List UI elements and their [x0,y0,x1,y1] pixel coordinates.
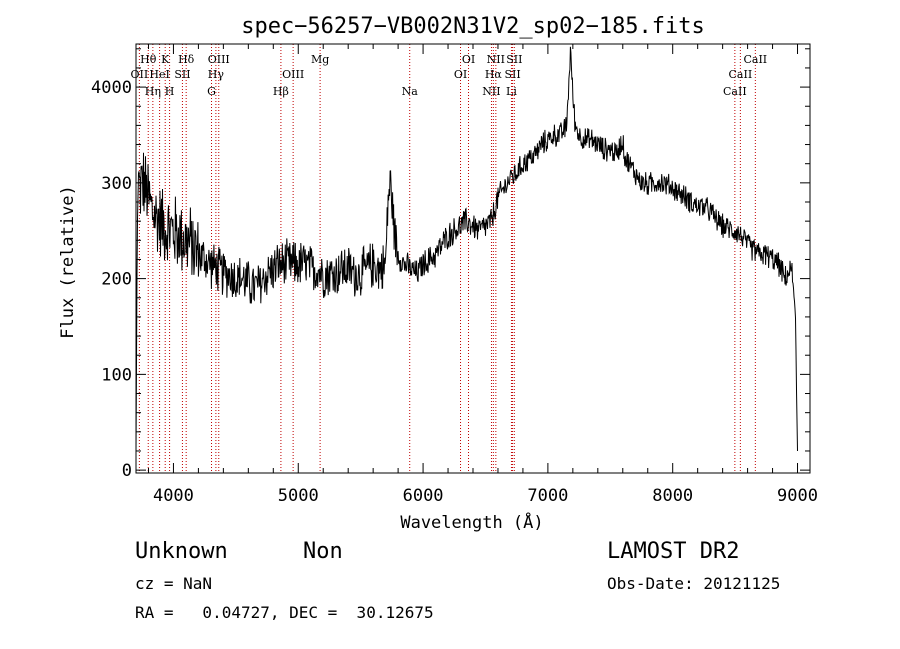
line-label-25: CaII [723,85,747,98]
line-label-21: SII [504,68,520,81]
x-tick-label: 7000 [527,486,568,506]
redshift-text: cz = NaN [135,574,213,593]
line-label-12: OIII [282,68,304,81]
y-axis-label: Flux (relative) [58,185,78,339]
line-label-1: OII [131,68,149,81]
x-tick-label: 8000 [652,486,693,506]
spectrum-line [135,46,798,452]
line-label-13: Mg [311,53,329,66]
line-label-6: Hδ [178,53,195,66]
y-tick-label: 4000 [91,78,132,98]
line-label-4: HeI [149,68,169,81]
x-tick-label: 5000 [278,486,319,506]
line-label-3: K [161,53,170,66]
line-label-15: OI [462,53,475,66]
line-label-5: H [165,85,175,98]
plot-frame [135,43,811,474]
line-label-24: CaII [729,68,753,81]
line-label-17: NII [487,53,505,66]
line-label-19: NII [482,85,500,98]
line-label-0: Hθ [140,53,157,66]
line-label-7: SII [174,68,190,81]
y-axis-ticks: 0 100 200 300 4000 [91,48,810,481]
emission-line-markers [138,44,756,473]
y-tick-label: 300 [101,174,132,194]
line-label-11: Hβ [273,85,289,98]
y-tick-label: 100 [101,365,132,385]
x-axis-label: Wavelength (Å) [400,511,543,533]
line-label-20: SII [506,53,522,66]
line-label-2: Hη [145,85,161,98]
line-label-9: Hγ [208,68,225,81]
x-tick-label: 4000 [153,486,194,506]
line-label-22: Li [506,85,517,98]
x-tick-label: 6000 [403,486,444,506]
y-tick-label: 0 [122,461,132,481]
survey-name: LAMOST DR2 [607,539,740,564]
line-label-8: OIII [208,53,230,66]
line-label-10: G [207,85,216,98]
object-subclass: Non [303,539,343,564]
line-label-18: Hα [485,68,503,81]
emission-line-labels: Hθ OII Hη K HeI H Hδ SII OIII Hγ G Hβ OIII Mg Na OI OI NI… [131,53,768,98]
line-label-23: CaII [743,53,767,66]
line-label-14: Na [402,85,419,98]
coordinates-text: RA = 0.04727, DEC = 30.12675 [135,603,434,622]
chart-title: spec−56257−VB002N31V2_sp02−185.fits [241,14,705,39]
object-class: Unknown [135,539,228,564]
y-tick-label: 200 [101,270,132,290]
obs-date-text: Obs-Date: 20121125 [607,574,781,593]
x-axis-ticks: 4000 5000 6000 7000 8000 9000 [147,44,818,506]
x-tick-label: 9000 [777,486,818,506]
line-label-16: OI [454,68,467,81]
